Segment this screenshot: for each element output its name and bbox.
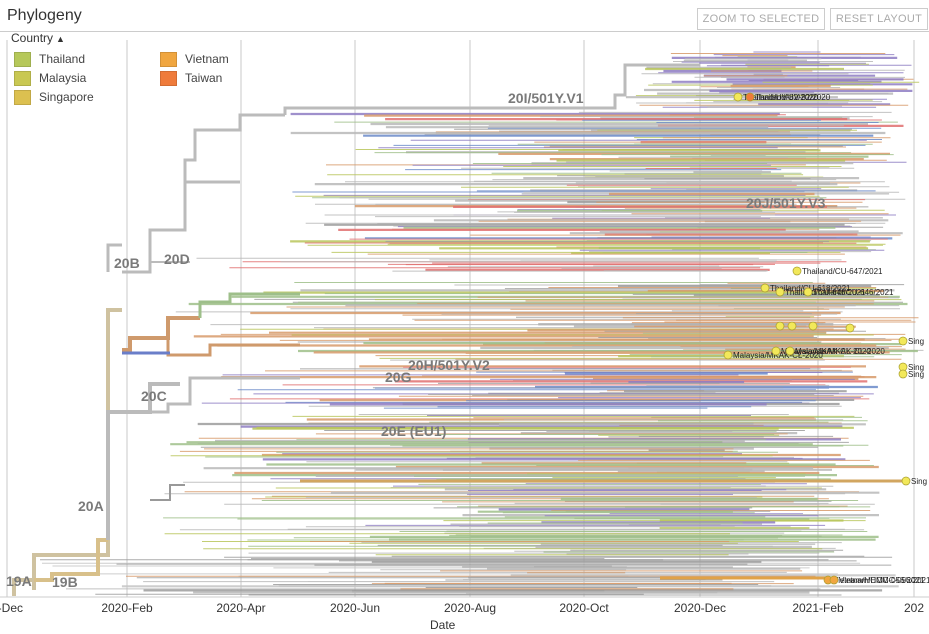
tip-marker xyxy=(723,350,733,360)
clade-label: 19B xyxy=(52,574,78,590)
legend-label: Malaysia xyxy=(39,71,87,85)
legend-swatch xyxy=(160,70,177,86)
x-tick-label: 2020-Apr xyxy=(216,601,265,615)
tip-marker xyxy=(745,92,755,102)
tip-marker xyxy=(775,321,785,331)
tree-backbone xyxy=(32,308,122,590)
tree-backbone xyxy=(183,113,285,182)
legend-swatch xyxy=(14,51,31,67)
x-tick-label: 2020-Oct xyxy=(559,601,609,615)
tree-backbone xyxy=(283,63,700,115)
tree-backbone xyxy=(106,243,122,272)
panel-title: Phylogeny xyxy=(7,7,82,24)
tip-marker xyxy=(898,369,908,379)
legend-label: Vietnam xyxy=(185,52,229,66)
tip-label: Thailand/UV-82/2020 xyxy=(743,93,819,102)
x-axis-title: Date xyxy=(430,618,456,632)
tip-marker xyxy=(792,266,802,276)
legend-label: Thailand xyxy=(39,52,86,66)
tip-marker xyxy=(771,346,781,356)
tip-marker xyxy=(760,283,770,293)
clade-label: 20H/501Y.V2 xyxy=(408,357,490,373)
tip-label: Vietnam/HCMC-056/2021 xyxy=(833,576,925,585)
tree-backbone xyxy=(122,316,200,352)
clade-label: 19A xyxy=(6,573,32,589)
tree-backbone xyxy=(34,538,108,582)
tip-marker xyxy=(845,323,855,333)
legend-label: Singapore xyxy=(39,90,94,104)
tree-backbone xyxy=(150,484,185,501)
header-divider xyxy=(0,31,929,32)
legend-item-taiwan[interactable]: Taiwan xyxy=(160,70,222,86)
x-tick-label: 2020-Feb xyxy=(101,601,153,615)
clade-label: 20B xyxy=(114,255,140,271)
tree-backbone xyxy=(108,376,300,414)
clade-label: 20G xyxy=(385,369,412,385)
tip-label: Malaysia/MKAK-CL-2020 xyxy=(781,347,871,356)
clade-label: 20J/501Y.V3 xyxy=(746,195,826,211)
legend-item-vietnam[interactable]: Vietnam xyxy=(160,51,229,67)
clade-label: 20D xyxy=(164,251,190,267)
tip-marker xyxy=(808,321,818,331)
tip-label: Vietnam/HCMC-056/2021 xyxy=(839,576,929,585)
legend-swatch xyxy=(14,70,31,86)
tip-marker xyxy=(787,321,797,331)
tip-label: Malaysia/MKAK-CL-2020 xyxy=(733,351,823,360)
tip-marker xyxy=(829,575,839,585)
tree-backbone xyxy=(122,261,190,273)
clade-label: 20E (EU1) xyxy=(381,423,446,439)
clade-label: 20A xyxy=(78,498,104,514)
tip-label: Thailand/CU-646/2021 xyxy=(813,288,894,297)
legend-swatch xyxy=(160,51,177,67)
tip-label: Sing xyxy=(908,370,924,379)
x-tick-label: 2021-Feb xyxy=(792,601,844,615)
x-tick-label: 2020-Aug xyxy=(444,601,496,615)
legend-toggle-label: Country xyxy=(11,31,54,45)
chevron-up-icon: ▲ xyxy=(56,34,65,44)
tree-backbone xyxy=(198,292,300,318)
tree-backbone xyxy=(166,338,300,357)
clade-label: 20I/501Y.V1 xyxy=(508,90,584,106)
reset-layout-button[interactable]: RESET LAYOUT xyxy=(830,8,928,30)
tip-label: Thailand/UV-82/2020 xyxy=(755,93,831,102)
tip-marker xyxy=(775,287,785,297)
tip-label: Malaysia/MKAK-CL-2020 xyxy=(795,347,885,356)
legend-item-singapore[interactable]: Singapore xyxy=(14,89,94,105)
tip-label: Sing xyxy=(911,477,927,486)
x-tick-label: 2020-Jun xyxy=(330,601,380,615)
clade-label: 20C xyxy=(141,388,167,404)
x-tick-label: 202 xyxy=(904,601,924,615)
zoom-to-selected-button[interactable]: ZOOM TO SELECTED xyxy=(697,8,825,30)
tip-label: Thailand/CU-647/2021 xyxy=(802,267,883,276)
legend-item-malaysia[interactable]: Malaysia xyxy=(14,70,86,86)
tip-marker xyxy=(803,287,813,297)
tip-label: Thailand/CU-646/2021 xyxy=(785,288,866,297)
legend-swatch xyxy=(14,89,31,105)
tree-backbone xyxy=(12,578,34,596)
x-tick-label: 2020-Dec xyxy=(674,601,726,615)
legend-label: Taiwan xyxy=(185,71,223,85)
tip-label: Sing xyxy=(908,337,924,346)
legend-toggle[interactable]: Country ▲ xyxy=(11,31,65,45)
tip-marker xyxy=(733,92,743,102)
tip-marker xyxy=(898,336,908,346)
tip-marker xyxy=(785,346,795,356)
legend-item-thailand[interactable]: Thailand xyxy=(14,51,85,67)
tip-label: Sing xyxy=(908,363,924,372)
tip-marker xyxy=(901,476,911,486)
x-tick-label: 9-Dec xyxy=(0,601,23,615)
